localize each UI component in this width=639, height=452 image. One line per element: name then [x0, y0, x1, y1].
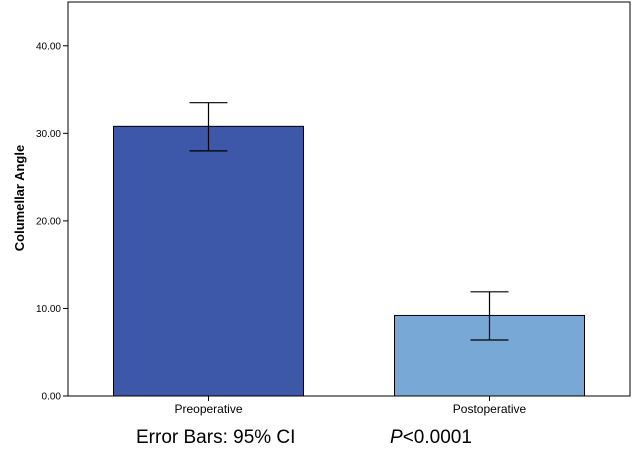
y-tick-label: 20.00 — [36, 216, 61, 227]
y-tick-label: 40.00 — [36, 41, 61, 52]
error-bars-caption: Error Bars: 95% CI — [136, 427, 295, 448]
p-value-text: <0.0001 — [403, 427, 472, 448]
y-tick-label: 0.00 — [42, 392, 62, 403]
p-value-letter: P — [390, 427, 403, 448]
y-tick-label: 30.00 — [36, 129, 61, 140]
plot-area: 0.00 10.00 20.00 30.00 40.00 Preoperative Post… — [36, 1, 631, 416]
x-tick-label: Preoperative — [174, 402, 242, 416]
x-tick-label: Postoperative — [453, 402, 527, 416]
plot-frame — [67, 1, 631, 397]
y-tick-label: 10.00 — [36, 304, 61, 315]
y-axis-label: Columellar Angle — [12, 145, 27, 251]
bar — [113, 125, 304, 397]
p-value-caption: P<0.0001 — [390, 427, 472, 448]
